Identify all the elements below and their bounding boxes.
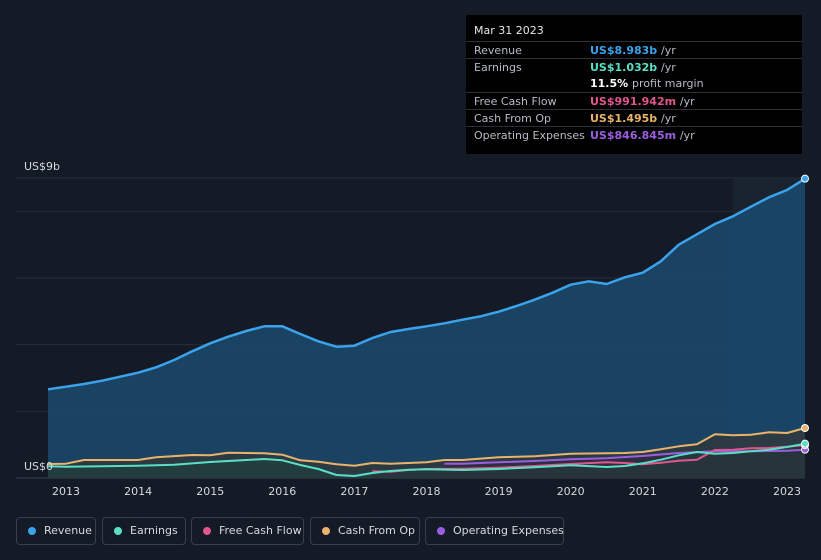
endpoint-marker-earnings	[801, 439, 809, 448]
tooltip-row-fcf: Free Cash Flow US$991.942m /yr	[466, 92, 802, 110]
tooltip-row-opex: Operating Expenses US$846.845m /yr	[466, 126, 802, 144]
tooltip-row-margin: 11.5% profit margin	[466, 75, 802, 92]
legend-dot-icon	[437, 527, 445, 535]
legend-revenue[interactable]: Revenue	[16, 517, 96, 545]
tooltip-value: US$1.032b /yr	[590, 61, 676, 74]
x-tick-label: 2014	[124, 485, 152, 498]
y-axis-bottom-label: US$0	[24, 460, 54, 473]
legend-dot-icon	[28, 527, 36, 535]
legend-dot-icon	[114, 527, 122, 535]
series-line-cfo	[47, 427, 806, 467]
tooltip-row-earnings: Earnings US$1.032b /yr	[466, 58, 802, 76]
legend-cash-from-op[interactable]: Cash From Op	[310, 517, 420, 545]
series-line-earnings	[47, 442, 806, 477]
tooltip-date: Mar 31 2023	[474, 24, 544, 37]
tooltip-value: US$991.942m /yr	[590, 95, 695, 108]
legend-label: Free Cash Flow	[219, 524, 302, 537]
legend-operating-expenses[interactable]: Operating Expenses	[425, 517, 564, 545]
endpoint-marker-revenue	[801, 174, 809, 183]
tooltip-value: 11.5% profit margin	[590, 77, 704, 90]
x-tick-label: 2018	[413, 485, 441, 498]
legend-label: Revenue	[44, 524, 92, 537]
chart-plot: 2013 2014 2015 2016 2017 2018 2019 2020 2021 2022…	[16, 174, 809, 498]
series-line-revenue	[47, 177, 806, 391]
area-earnings	[48, 443, 805, 478]
x-tick-label: 2020	[557, 485, 585, 498]
x-tick-label: 2017	[340, 485, 368, 498]
x-tick-label: 2015	[196, 485, 224, 498]
x-tick-label: 2019	[485, 485, 513, 498]
legend-earnings[interactable]: Earnings	[102, 517, 186, 545]
tooltip-label: Cash From Op	[474, 112, 552, 125]
legend-dot-icon	[203, 527, 211, 535]
x-tick-label: 2021	[629, 485, 657, 498]
tooltip-label: Earnings	[474, 61, 522, 74]
y-axis-top-label: US$9b	[24, 160, 61, 173]
tooltip-value: US$846.845m /yr	[590, 129, 695, 142]
tooltip-value: US$1.495b /yr	[590, 112, 676, 125]
legend-label: Operating Expenses	[453, 524, 564, 537]
legend-dot-icon	[322, 527, 330, 535]
endpoint-marker-cfo	[801, 424, 809, 432]
area-revenue	[48, 178, 805, 478]
x-tick-label: 2013	[52, 485, 80, 498]
tooltip-label: Operating Expenses	[474, 129, 585, 142]
x-tick-label: 2016	[268, 485, 296, 498]
tooltip-value: US$8.983b /yr	[590, 44, 676, 57]
x-tick-label: 2022	[701, 485, 729, 498]
tooltip-row-cfo: Cash From Op US$1.495b /yr	[466, 109, 802, 127]
tooltip-panel: Mar 31 2023 Revenue US$8.983b /yr Earnin…	[466, 15, 802, 154]
legend-label: Cash From Op	[338, 524, 416, 537]
tooltip-label: Free Cash Flow	[474, 95, 557, 108]
legend-free-cash-flow[interactable]: Free Cash Flow	[191, 517, 304, 545]
tooltip-label: Revenue	[474, 44, 522, 57]
tooltip-row-revenue: Revenue US$8.983b /yr	[466, 41, 802, 59]
x-tick-label: 2023	[773, 485, 801, 498]
legend-label: Earnings	[130, 524, 178, 537]
